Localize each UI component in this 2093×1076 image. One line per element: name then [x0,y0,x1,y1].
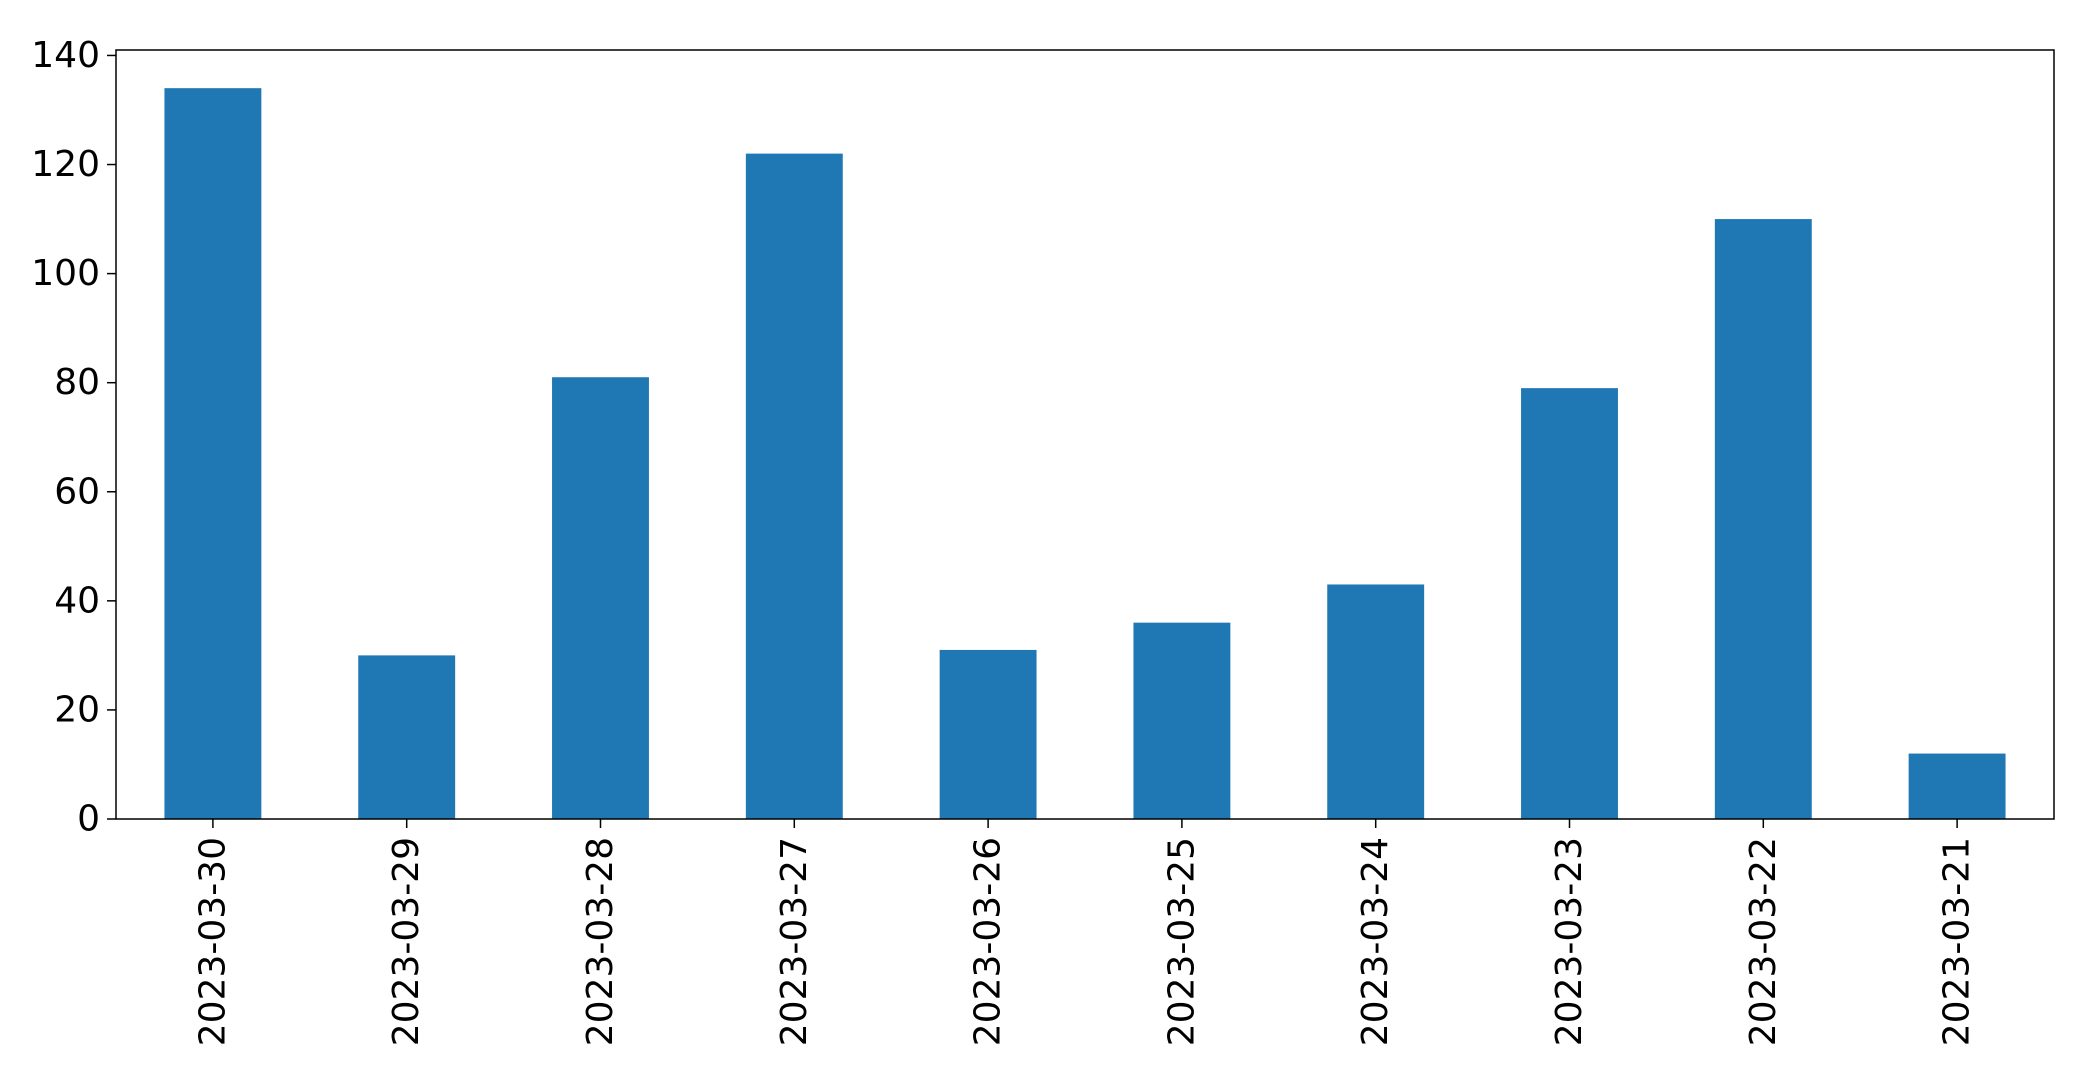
x-tick-label: 2023-03-21 [1937,837,1978,1046]
bar-2023-03-25 [1133,622,1231,819]
x-tick-label: 2023-03-22 [1743,837,1784,1046]
bars [164,88,2006,819]
x-tick-label: 2023-03-29 [386,837,427,1046]
bar-2023-03-29 [358,655,456,819]
x-tick-label: 2023-03-28 [580,837,621,1046]
y-tick-label: 100 [31,253,100,294]
y-tick-label: 80 [54,362,100,403]
x-tick-label: 2023-03-30 [192,837,233,1046]
x-tick-label: 2023-03-24 [1355,837,1396,1046]
bar-2023-03-23 [1521,388,1618,819]
x-axis: 2023-03-30 2023-03-29 2023-03-28 2023-03-27… [192,819,1978,1046]
y-tick-label: 60 [54,471,100,512]
y-tick-label: 20 [54,689,100,730]
y-tick-label: 0 [77,799,100,840]
x-tick-label: 2023-03-23 [1549,837,1590,1046]
y-axis: 0 20 40 60 80 100 120 140 [31,35,116,840]
y-tick-label: 120 [31,144,100,185]
bar-2023-03-30 [164,88,262,819]
x-tick-label: 2023-03-26 [968,837,1009,1046]
bar-2023-03-24 [1327,584,1425,819]
bar-2023-03-26 [939,649,1037,819]
y-tick-label: 140 [31,35,100,76]
bar-2023-03-27 [745,153,843,819]
bar-2023-03-22 [1714,219,1812,819]
bar-2023-03-21 [1908,753,2006,819]
plot-frame [115,49,2055,820]
y-tick-label: 40 [54,580,100,621]
x-tick-label: 2023-03-25 [1161,837,1202,1046]
x-tick-label: 2023-03-27 [774,837,815,1046]
bar-2023-03-28 [552,377,649,819]
